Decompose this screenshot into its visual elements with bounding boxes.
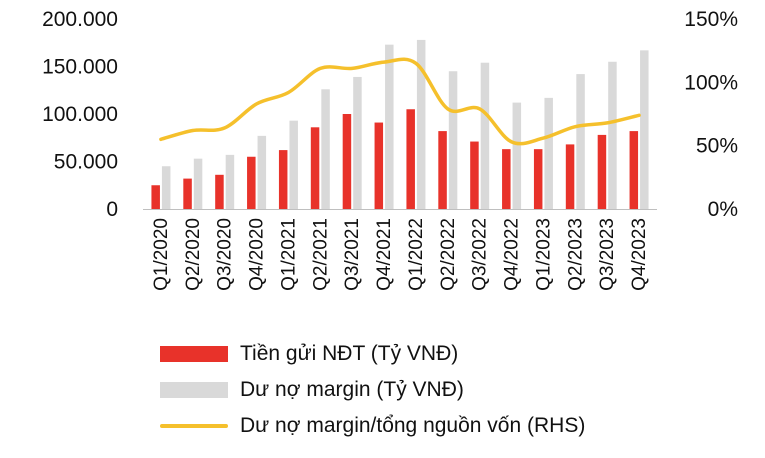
bar-margin <box>193 158 203 209</box>
category-label: Q1/2020 <box>151 218 172 291</box>
legend-swatch-ratio <box>160 424 228 428</box>
category-labels: Q1/2020 Q2/2020 Q3/2020 Q4/2020 Q1/2021 Q2/20… <box>151 218 650 291</box>
bar-deposits <box>502 149 511 209</box>
legend-swatch-deposits <box>160 346 228 362</box>
bar-deposits <box>470 141 479 209</box>
bar-deposits <box>151 185 160 209</box>
bar-deposits <box>597 134 607 209</box>
category-label: Q2/2023 <box>565 218 586 291</box>
legend-label-ratio: Dư nợ margin/tổng nguồn vốn (RHS) <box>240 414 586 437</box>
category-label: Q3/2020 <box>215 218 236 291</box>
bar-margin <box>640 50 649 209</box>
bar-margin <box>225 154 235 209</box>
bar-deposits <box>215 174 224 209</box>
bar-deposits <box>565 144 575 209</box>
category-label: Q1/2021 <box>278 218 299 291</box>
category-label: Q1/2023 <box>533 218 554 291</box>
left-tick-label: 50.000 <box>54 151 118 174</box>
line-ratio <box>159 57 641 146</box>
bar-margin <box>512 102 522 209</box>
bar-deposits <box>406 109 415 209</box>
bar-margin <box>289 120 298 209</box>
legend-item-ratio: Dư nợ margin/tổng nguồn vốn (RHS) <box>160 408 585 444</box>
legend-item-margin: Dư nợ margin (Tỷ VNĐ) <box>160 372 585 408</box>
category-label: Q3/2022 <box>470 218 491 291</box>
bar-deposits <box>533 149 543 209</box>
category-label: Q2/2020 <box>183 218 204 291</box>
left-tick-label: 150.000 <box>42 56 118 79</box>
bar-margin <box>544 97 553 209</box>
bar-margin <box>416 39 426 210</box>
bar-deposits <box>374 122 384 209</box>
ratio-line <box>159 57 641 146</box>
right-tick-label: 0% <box>708 198 738 221</box>
category-label: Q3/2023 <box>597 218 618 291</box>
bar-margin <box>448 71 458 209</box>
bar-deposits <box>629 131 639 209</box>
bar-deposits <box>310 127 320 209</box>
combo-chart: 200.000 150.000 100.000 50.000 0 150% 100% 50%… <box>42 8 738 291</box>
category-label: Q2/2022 <box>438 218 459 291</box>
right-tick-label: 100% <box>684 71 738 94</box>
right-tick-label: 150% <box>684 8 738 31</box>
category-label: Q3/2021 <box>342 218 363 291</box>
left-tick-label: 200.000 <box>42 8 118 31</box>
left-tick-label: 100.000 <box>42 103 118 126</box>
bar-margin <box>385 44 394 210</box>
bar-margin <box>161 166 171 209</box>
bar-deposits <box>438 131 447 209</box>
category-label: Q2/2021 <box>310 218 331 291</box>
legend-label-deposits: Tiền gửi NĐT (Tỷ VNĐ) <box>240 342 459 365</box>
bar-margin <box>353 76 362 209</box>
bar-deposits <box>247 156 256 209</box>
bar-margin <box>480 62 490 210</box>
category-label: Q4/2022 <box>502 218 523 291</box>
category-label: Q1/2022 <box>406 218 427 291</box>
legend-item-deposits: Tiền gửi NĐT (Tỷ VNĐ) <box>160 336 585 372</box>
category-label: Q4/2023 <box>629 218 650 291</box>
right-axis: 150% 100% 50% 0% <box>684 8 738 221</box>
legend-swatch-margin <box>160 382 228 398</box>
bar-margin <box>321 89 330 209</box>
legend-label-margin: Dư nợ margin (Tỷ VNĐ) <box>240 378 464 401</box>
bar-margin <box>576 74 585 209</box>
legend: Tiền gửi NĐT (Tỷ VNĐ) Dư nợ margin (Tỷ V… <box>160 336 585 444</box>
bars <box>143 39 657 210</box>
bar-deposits <box>342 114 352 209</box>
category-label: Q4/2021 <box>374 218 395 291</box>
bar-margin <box>608 61 617 209</box>
left-tick-label: 0 <box>106 198 118 221</box>
bar-deposits <box>183 178 192 209</box>
category-label: Q4/2020 <box>247 218 268 291</box>
left-axis: 200.000 150.000 100.000 50.000 0 <box>42 8 118 221</box>
right-tick-label: 50% <box>696 135 738 158</box>
bar-margin <box>257 135 267 209</box>
bar-deposits <box>278 150 288 209</box>
